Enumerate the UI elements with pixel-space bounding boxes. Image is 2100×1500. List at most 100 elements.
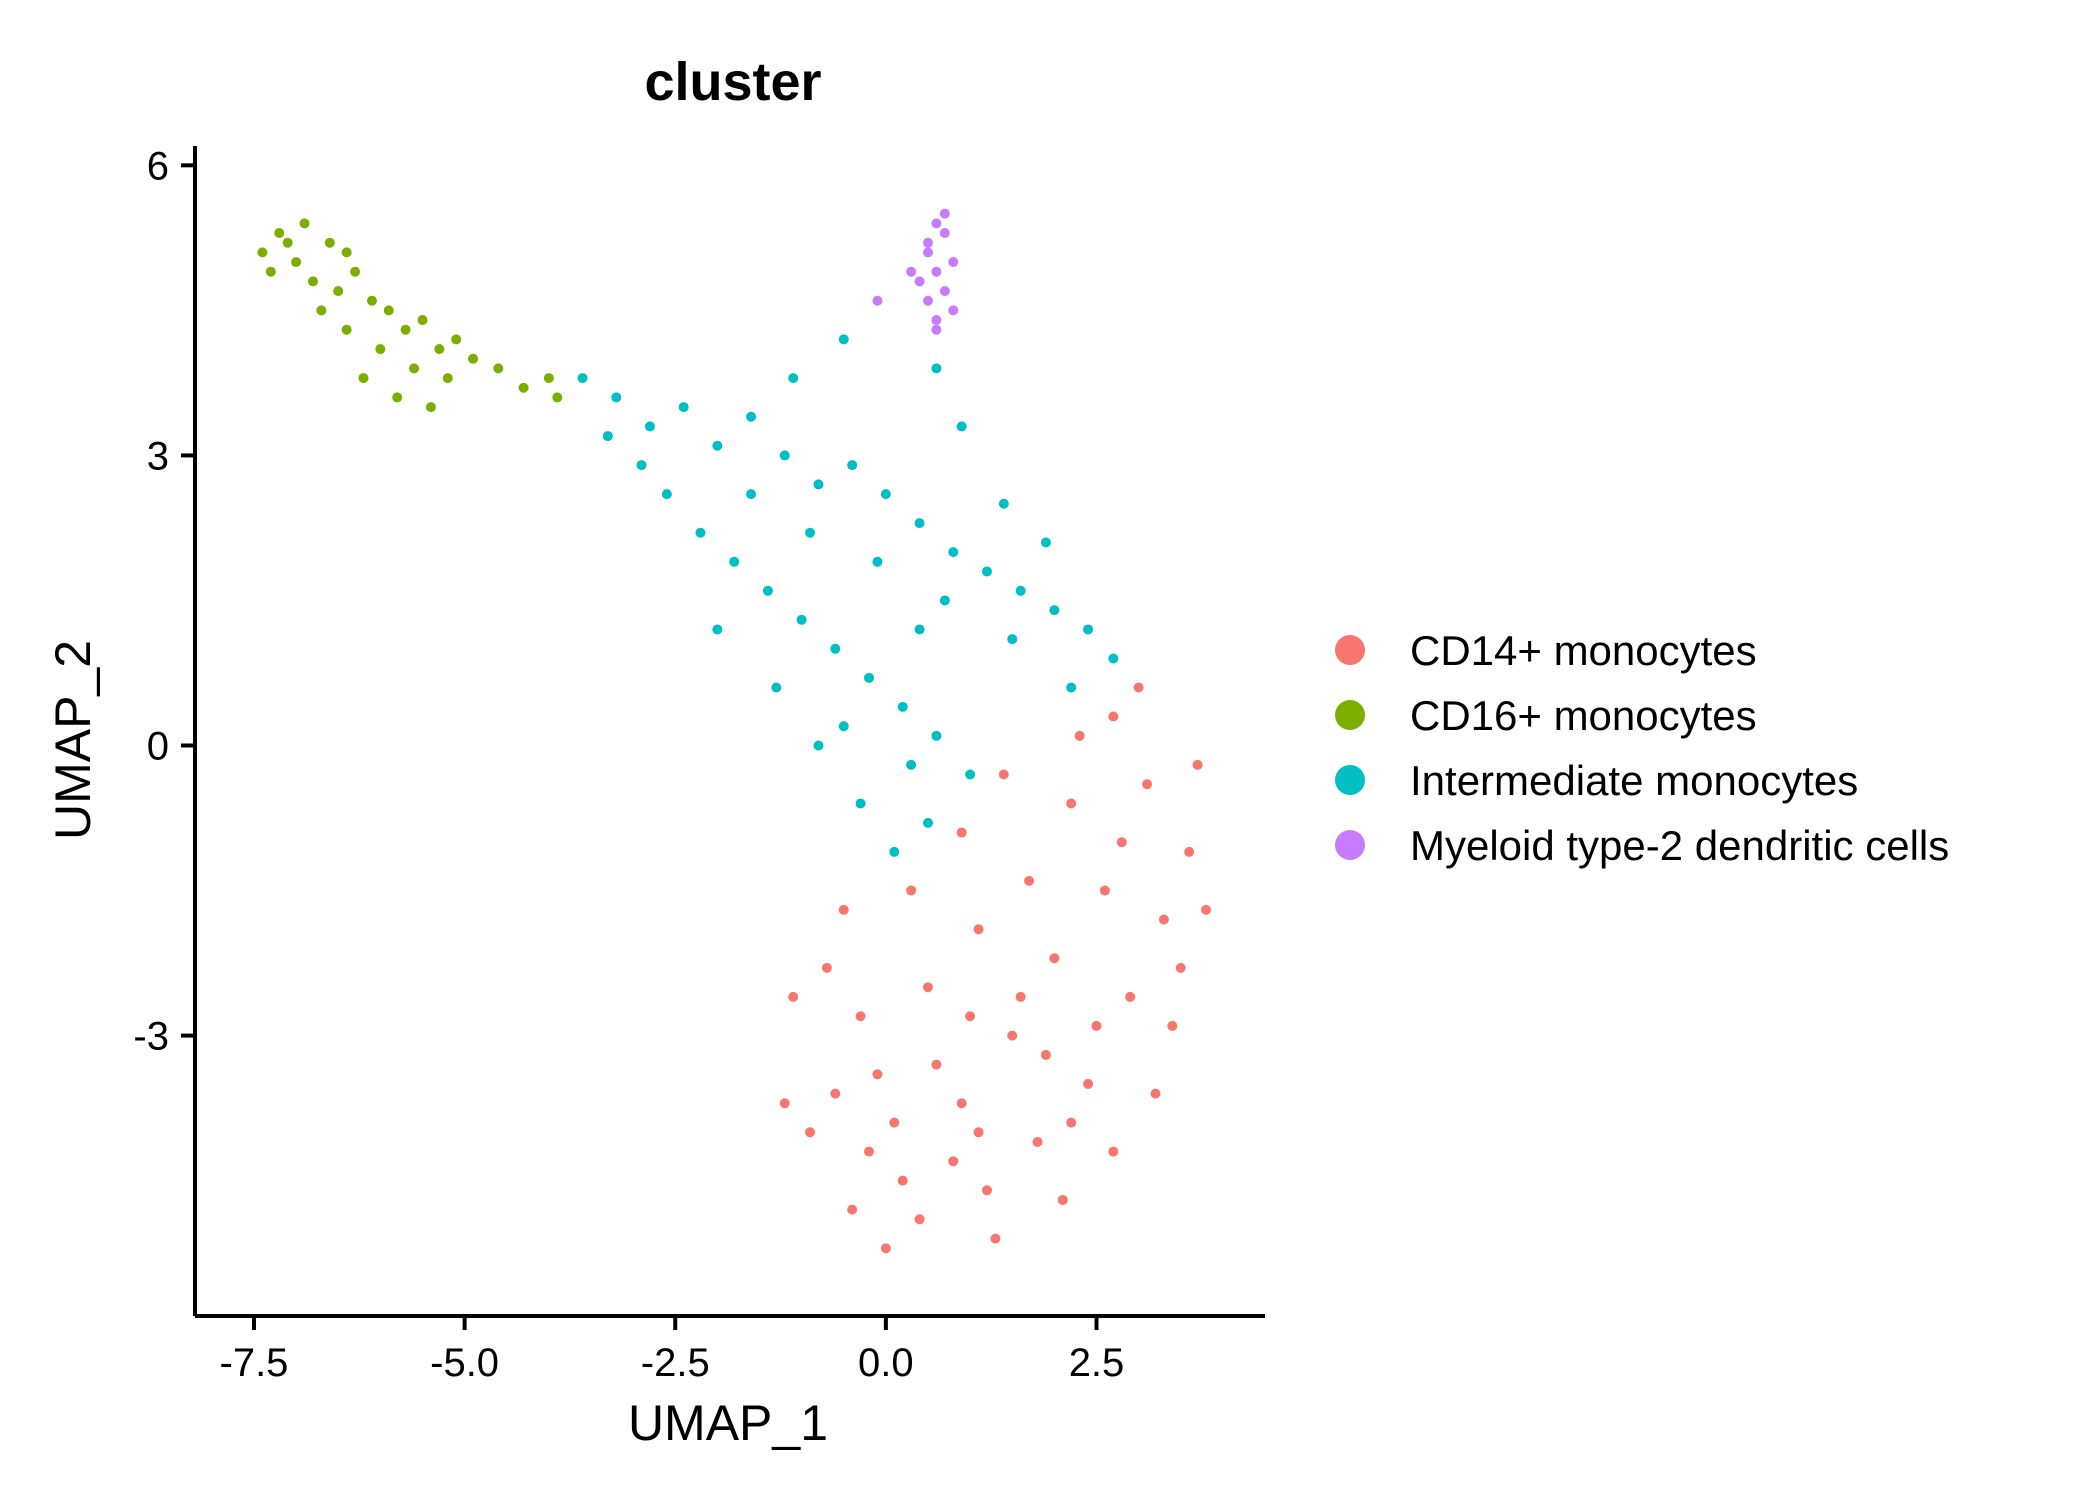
point-s0-33 [779, 1098, 790, 1109]
point-s1-5 [299, 218, 310, 229]
point-s2-13 [1015, 585, 1026, 596]
point-s0-10 [889, 1117, 900, 1128]
point-s0-23 [1099, 885, 1110, 896]
point-s1-3 [307, 276, 318, 287]
point-s0-40 [1015, 991, 1026, 1002]
point-s0-4 [1032, 1136, 1043, 1147]
point-s3-14 [931, 324, 942, 335]
point-s2-43 [788, 373, 799, 384]
point-s0-3 [956, 1098, 967, 1109]
series-1-points [257, 218, 563, 413]
point-s2-3 [678, 402, 689, 413]
point-s0-7 [931, 1059, 942, 1070]
legend-key-0 [1335, 635, 1365, 665]
point-s1-7 [333, 286, 344, 297]
legend-key-1 [1335, 700, 1365, 730]
point-s0-32 [788, 991, 799, 1002]
point-s2-5 [746, 411, 757, 422]
point-s0-24 [1167, 1020, 1178, 1031]
point-s1-27 [282, 237, 293, 248]
point-s0-14 [1142, 779, 1153, 790]
point-s2-14 [1049, 605, 1060, 616]
point-s1-11 [400, 324, 411, 335]
legend-key-3 [1335, 830, 1365, 860]
point-s3-11 [922, 237, 933, 248]
point-s0-12 [1158, 914, 1169, 925]
point-s2-37 [771, 682, 782, 693]
x-tick-label-1: -5.0 [430, 1341, 499, 1385]
legend-label-1: CD16+ monocytes [1410, 692, 1757, 739]
series-2-points [577, 334, 1119, 857]
point-s0-16 [1066, 798, 1077, 809]
point-s1-20 [518, 382, 529, 393]
series-0-points [779, 682, 1212, 1254]
point-s2-27 [922, 817, 933, 828]
point-s2-16 [1108, 653, 1119, 664]
scatter-points-layer [257, 208, 1212, 1254]
y-tick-label-3: 6 [147, 144, 169, 188]
point-s1-8 [350, 266, 361, 277]
point-s2-11 [948, 547, 959, 558]
point-s2-41 [931, 363, 942, 374]
point-s1-9 [366, 295, 377, 306]
point-s2-34 [1007, 634, 1018, 645]
point-s0-50 [1066, 1117, 1077, 1128]
series-3-points [872, 208, 959, 335]
point-s0-36 [1057, 1194, 1068, 1205]
x-tick-label-0: -7.5 [220, 1341, 289, 1385]
point-s0-43 [872, 1069, 883, 1080]
point-s2-9 [880, 489, 891, 500]
point-s0-46 [965, 1011, 976, 1022]
point-s2-22 [830, 643, 841, 654]
point-s2-33 [939, 595, 950, 606]
point-s2-42 [838, 334, 849, 345]
point-s0-8 [830, 1088, 841, 1099]
point-s1-26 [316, 305, 327, 316]
point-s0-42 [948, 1156, 959, 1167]
point-s2-45 [636, 460, 647, 471]
point-s0-35 [990, 1233, 1001, 1244]
point-s1-24 [392, 392, 403, 403]
point-s1-2 [291, 257, 302, 268]
point-s3-10 [939, 208, 950, 219]
point-s1-29 [442, 373, 453, 384]
y-axis-ticks: -3 0 3 6 [133, 144, 195, 1059]
x-tick-label-2: -2.5 [641, 1341, 710, 1385]
point-s2-38 [838, 721, 849, 732]
point-s3-1 [939, 228, 950, 239]
point-s0-45 [1116, 837, 1127, 848]
point-s2-24 [897, 701, 908, 712]
point-s3-0 [931, 218, 942, 229]
x-axis-title: UMAP_1 [628, 1395, 828, 1451]
point-s2-23 [864, 672, 875, 683]
point-s2-19 [729, 556, 740, 567]
point-s2-36 [712, 624, 723, 635]
y-tick-label-0: -3 [133, 1015, 169, 1059]
point-s0-25 [1201, 904, 1212, 915]
point-s2-40 [956, 421, 967, 432]
point-s3-2 [922, 247, 933, 258]
point-s3-3 [948, 257, 959, 268]
point-s0-5 [1083, 1078, 1094, 1089]
point-s3-9 [931, 315, 942, 326]
point-s3-8 [948, 305, 959, 316]
point-s0-0 [981, 1185, 992, 1196]
point-s1-28 [341, 247, 352, 258]
point-s0-28 [998, 769, 1009, 780]
point-s0-22 [1049, 953, 1060, 964]
point-s0-18 [973, 924, 984, 935]
point-s1-4 [324, 237, 335, 248]
point-s2-10 [914, 518, 925, 529]
point-s2-47 [602, 431, 613, 442]
point-s1-18 [468, 353, 479, 364]
point-s2-32 [872, 556, 883, 567]
point-s2-44 [998, 498, 1009, 509]
point-s0-6 [1007, 1030, 1018, 1041]
point-s2-18 [695, 527, 706, 538]
point-s0-1 [914, 1214, 925, 1225]
point-s0-44 [1040, 1049, 1051, 1060]
y-tick-label-2: 3 [147, 434, 169, 478]
point-s2-39 [906, 759, 917, 770]
